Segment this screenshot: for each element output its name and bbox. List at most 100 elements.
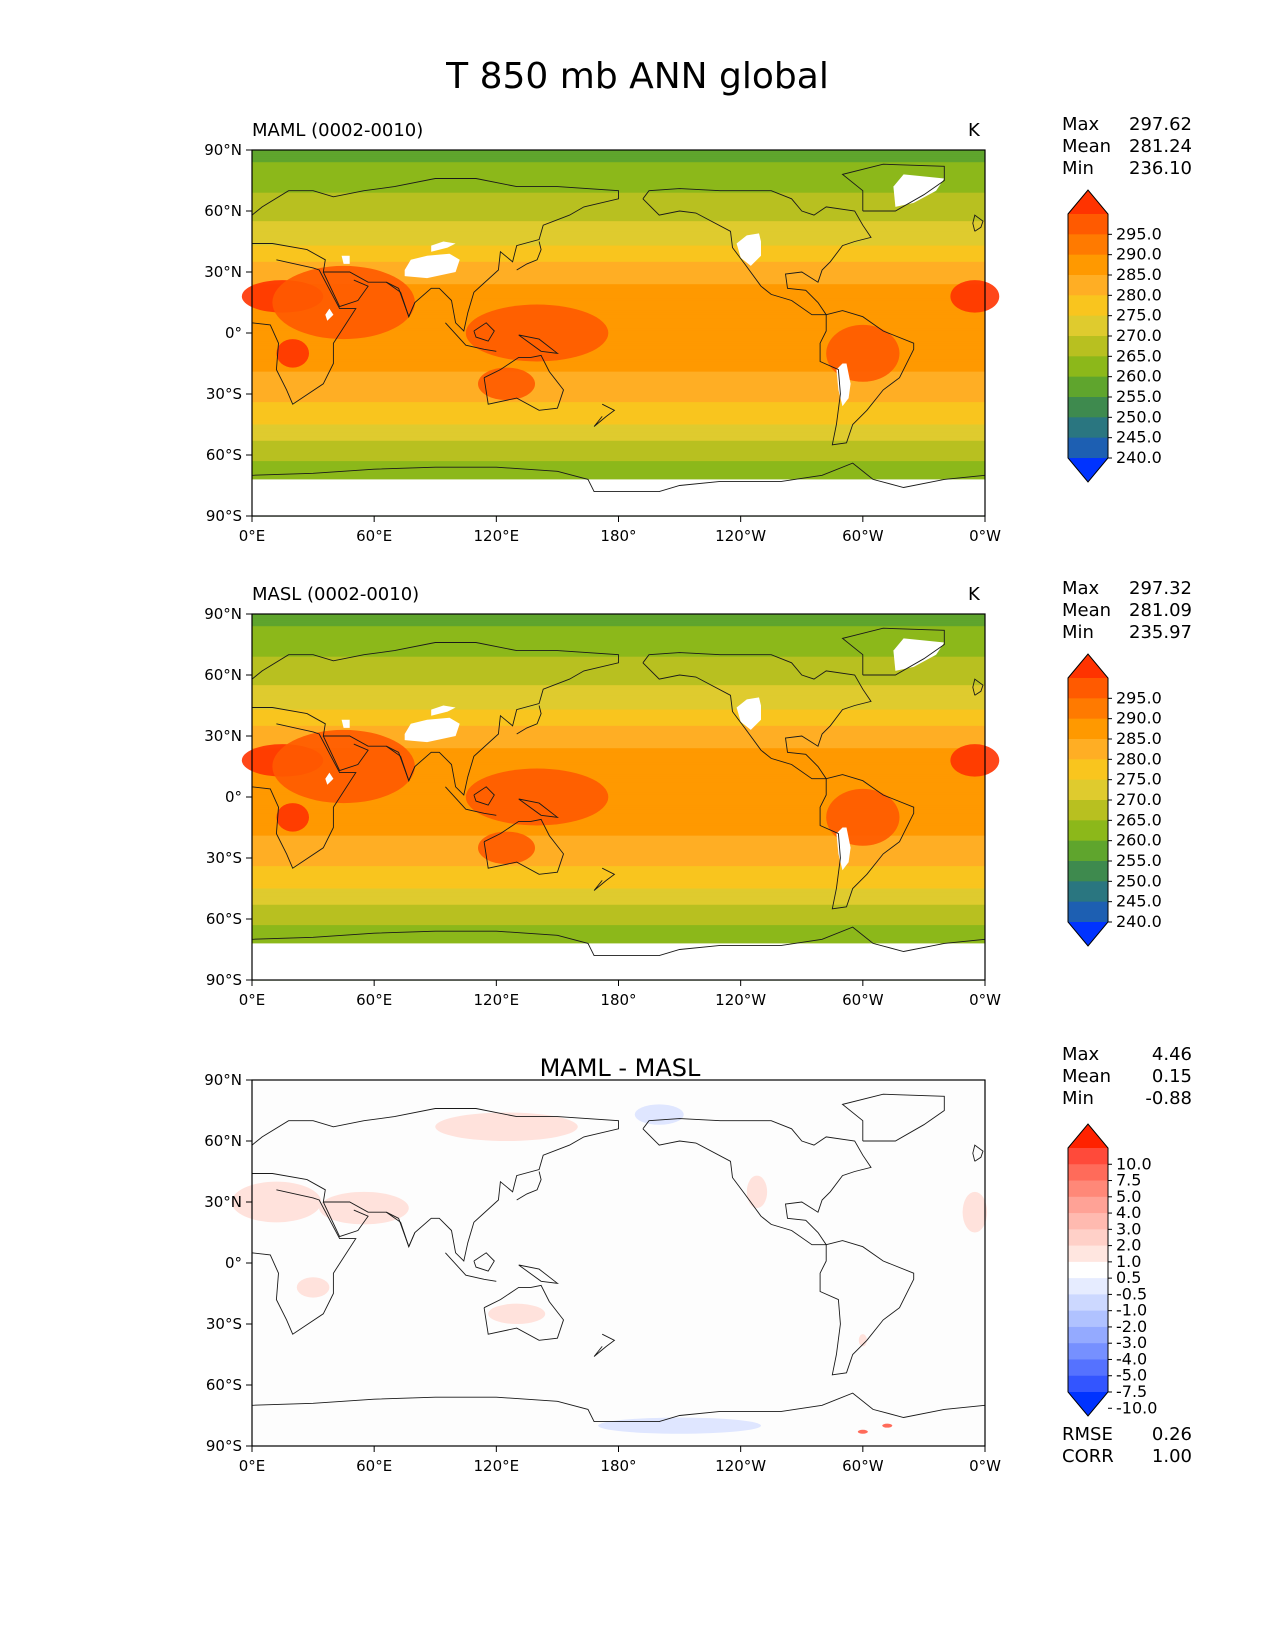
background	[252, 1080, 985, 1446]
contour-band	[252, 896, 985, 900]
colorbar: 10.07.55.04.03.02.01.00.5-0.5-1.0-2.0-3.…	[1067, 1123, 1157, 1417]
positive-region	[962, 1191, 988, 1233]
colorbar-segment	[1068, 254, 1108, 276]
contour-band	[252, 434, 985, 438]
x-tick-label: 180°	[600, 1457, 636, 1475]
contour-band	[252, 245, 985, 249]
contour-band	[252, 450, 985, 454]
y-tick-label: 90°S	[206, 1437, 242, 1455]
contour-band	[252, 235, 985, 239]
x-tick-label: 60°E	[356, 527, 392, 545]
contour-band	[252, 465, 985, 468]
colorbar-segment	[1068, 417, 1108, 439]
map-plot: 0°E 60°E 120°E 180° 120°W 60°W 0°W 90°N 60°N 30°N…	[204, 1071, 1001, 1475]
contour-band	[252, 174, 985, 178]
contour-band	[252, 788, 985, 792]
contour-band	[252, 353, 985, 356]
contour-band	[252, 723, 985, 727]
contour-band	[252, 727, 985, 731]
contour-band	[252, 817, 985, 820]
contour-band	[252, 377, 985, 381]
colorbar-segment	[1068, 1148, 1108, 1165]
contour-band	[252, 424, 985, 428]
contour-band	[252, 391, 985, 395]
colorbar-segment	[1068, 1310, 1108, 1328]
y-tick-label: 30°N	[204, 1193, 242, 1211]
coastline	[251, 642, 619, 796]
contour-band	[252, 446, 985, 450]
colorbar-segment	[1068, 1359, 1108, 1377]
colorbar-tick-label: 5.0	[1116, 1187, 1141, 1206]
y-tick-label: 30°N	[204, 727, 242, 745]
contour-band	[252, 286, 985, 289]
colorbar-tick-label: 4.0	[1116, 1203, 1141, 1222]
contour-band	[252, 923, 985, 926]
contour-band	[252, 721, 985, 725]
colorbar-tick-label: 290.0	[1116, 709, 1162, 728]
y-tick-label: 60°S	[206, 446, 242, 464]
contour-band	[252, 620, 985, 623]
contour-band	[252, 638, 985, 642]
contour-band	[252, 768, 985, 772]
contour-band	[252, 156, 985, 159]
contour-band	[252, 683, 985, 686]
contour-band	[252, 298, 985, 302]
contour-band	[252, 154, 985, 157]
colorbar-segment	[1068, 437, 1108, 459]
positive-region	[858, 1334, 867, 1347]
contour-band	[252, 618, 985, 621]
contour-band	[252, 225, 985, 228]
x-tick-label: 60°W	[842, 991, 884, 1009]
contour-band	[252, 410, 985, 413]
contour-band	[252, 314, 985, 318]
contour-band	[252, 265, 985, 269]
contour-band	[252, 837, 985, 841]
colorbar-segment	[1068, 800, 1108, 821]
coastline	[473, 322, 495, 342]
contour-band	[252, 754, 985, 757]
positive-region	[435, 1112, 578, 1141]
contour-band	[252, 219, 985, 222]
contour-band	[252, 870, 985, 873]
terrain-mask	[325, 308, 334, 321]
y-tick-label: 60°N	[204, 1132, 242, 1150]
contour-band	[252, 886, 985, 890]
contour-band	[252, 914, 985, 918]
contour-band	[252, 841, 985, 845]
contour-band	[252, 369, 985, 373]
contour-band	[252, 375, 985, 379]
contour-band	[252, 178, 985, 182]
contour-band	[252, 459, 985, 462]
contour-band	[252, 184, 985, 188]
contour-band	[252, 387, 985, 391]
colorbar-segment	[1068, 336, 1108, 357]
contour-band	[252, 430, 985, 434]
figure-title: T 850 mb ANN global	[446, 56, 829, 97]
colorbar-tick-label: 2.0	[1116, 1236, 1141, 1255]
positive-region	[296, 1277, 330, 1298]
negative-region	[598, 1417, 762, 1434]
contour-band	[252, 811, 985, 814]
contour-band	[252, 426, 985, 430]
mean-value: 281.24	[1129, 136, 1192, 157]
contour-band	[252, 341, 985, 344]
y-tick-label: 60°N	[204, 666, 242, 684]
y-tick-label: 30°S	[206, 385, 242, 403]
warm-region	[272, 729, 415, 804]
contour-band	[252, 933, 985, 936]
contour-band	[252, 662, 985, 666]
contour-band	[252, 367, 985, 371]
contour-band	[252, 790, 985, 794]
colorbar-segment	[1068, 356, 1108, 378]
contour-band	[252, 916, 985, 920]
y-tick-label: 90°N	[204, 1071, 242, 1089]
contour-band	[252, 752, 985, 755]
colorbar-segment	[1068, 1278, 1108, 1295]
contour-band	[252, 330, 985, 334]
contour-band	[252, 697, 985, 700]
contour-band	[252, 628, 985, 631]
terrain-mask	[325, 772, 334, 785]
contour-band	[252, 404, 985, 407]
contour-band	[252, 278, 985, 281]
